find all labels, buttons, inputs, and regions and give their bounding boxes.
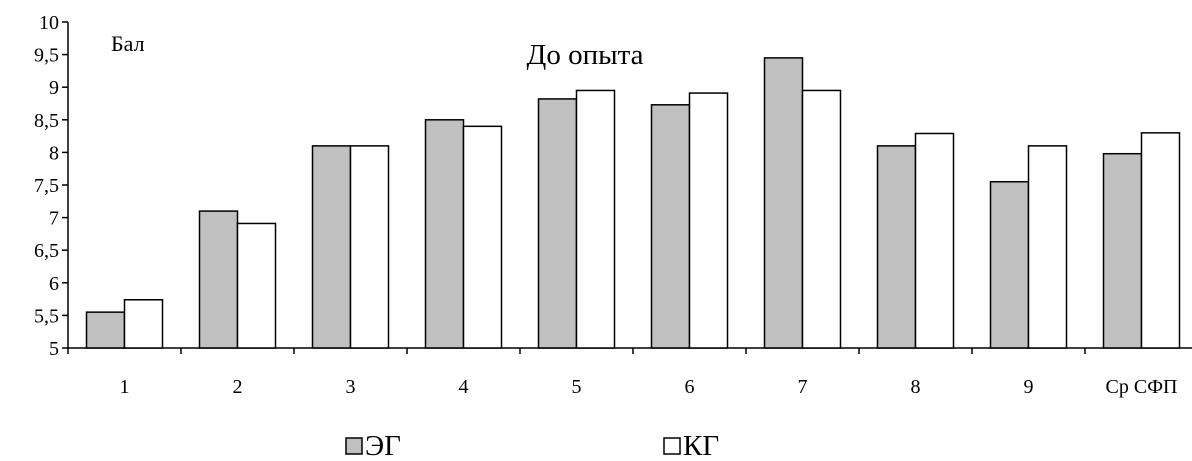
y-tick-label: 7,5: [34, 175, 59, 197]
x-tick-label: Ср СФП: [1106, 376, 1178, 398]
x-tick-label: 9: [1024, 376, 1034, 398]
bar-eg-3: [311, 145, 352, 349]
legend-label-kg: КГ: [683, 430, 719, 461]
chart-title: До опыта: [527, 39, 644, 71]
bar-eg-7: [763, 57, 804, 349]
x-tick-label: 4: [459, 376, 469, 398]
y-tick-label: 5,5: [34, 305, 59, 327]
bars: [85, 57, 1181, 349]
y-tick-label: 7: [49, 208, 59, 230]
bar-kg-8: [914, 132, 955, 349]
legend-item-eg: ЭГ: [345, 430, 401, 461]
legend-swatch-kg: [663, 437, 681, 455]
x-tick-label: 7: [798, 376, 808, 398]
y-tick-label: 6,5: [34, 240, 59, 262]
x-tick-label: 8: [911, 376, 921, 398]
y-tick-label: 5: [49, 338, 59, 360]
legend: ЭГ КГ: [345, 430, 719, 461]
bar-eg-4: [424, 119, 465, 349]
bar-eg-6: [650, 104, 691, 349]
bar-kg-9: [1027, 145, 1068, 349]
x-tick-label: 1: [120, 376, 130, 398]
bar-eg-2: [198, 210, 239, 349]
bar-kg-2: [236, 222, 277, 349]
bar-kg-ср-сфп: [1140, 132, 1181, 349]
x-tick-label: 2: [233, 376, 243, 398]
y-tick-label: 9,5: [34, 45, 59, 67]
y-axis-label: Бал: [111, 31, 145, 56]
legend-label-eg: ЭГ: [365, 430, 401, 461]
y-axis: 5 5,5 6 6,5 7 7,5 8 8,5 9 9,5 10: [34, 12, 69, 360]
bar-kg-4: [462, 125, 503, 349]
bar-eg-8: [876, 145, 917, 349]
y-tick-label: 10: [39, 12, 59, 34]
legend-swatch-eg: [345, 437, 363, 455]
y-tick-label: 8: [49, 142, 59, 164]
bar-eg-1: [85, 311, 126, 349]
x-axis: 1 2 3 4 5 6 7 8 9 Ср СФП: [67, 347, 1192, 398]
y-tick-label: 9: [49, 77, 59, 99]
legend-item-kg: КГ: [663, 430, 719, 461]
bar-kg-7: [801, 89, 842, 349]
x-tick-label: 6: [685, 376, 695, 398]
bar-kg-3: [349, 145, 390, 349]
bar-eg-ср-сфп: [1102, 152, 1143, 349]
bar-eg-5: [537, 98, 578, 349]
bar-kg-6: [688, 92, 729, 349]
x-tick-label: 5: [572, 376, 582, 398]
y-tick-label: 8,5: [34, 110, 59, 132]
bar-kg-5: [575, 89, 616, 349]
x-tick-label: 3: [346, 376, 356, 398]
bar-kg-1: [123, 299, 164, 349]
bar-eg-9: [989, 180, 1030, 349]
y-tick-label: 6: [49, 273, 59, 295]
